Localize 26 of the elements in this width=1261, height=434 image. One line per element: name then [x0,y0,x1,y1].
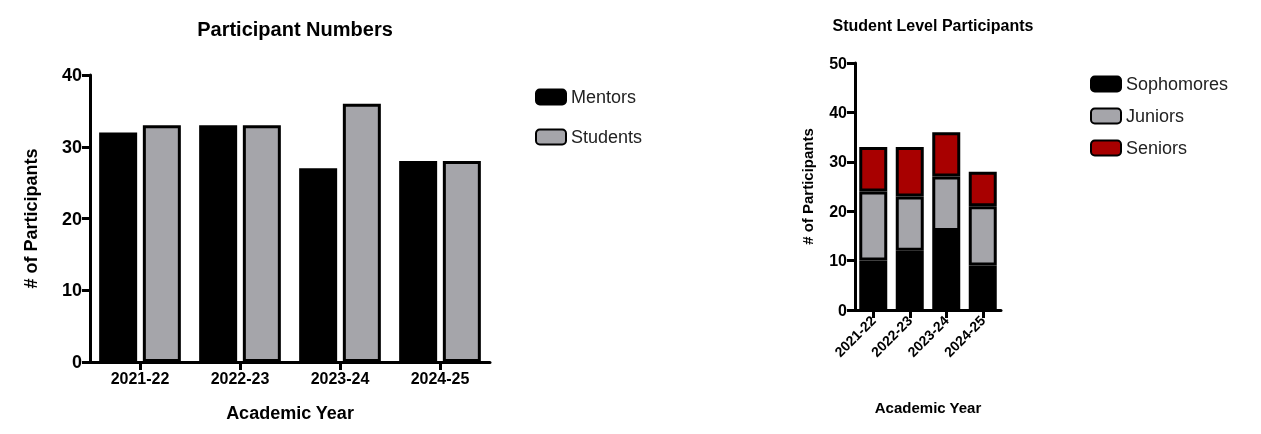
legend-label: Seniors [1126,138,1188,158]
x-tick-label: 2023-24 [310,369,370,387]
y-tick-label: 30 [829,153,848,171]
legend-label: Juniors [1126,106,1185,126]
y-tick-label: 20 [829,202,848,220]
legend-label: Mentors [571,87,637,107]
x-tick-label: 2022-23 [210,369,270,387]
chart-title: Student Level Participants [832,16,1034,34]
y-axis-title: # of Participants [799,128,816,245]
y-tick-label: 50 [829,54,848,72]
y-tick-label: 40 [829,103,848,121]
y-tick-label: 30 [61,136,82,157]
x-axis-title: Academic Year [874,399,982,416]
y-tick-label: 0 [838,301,848,319]
x-tick-label: 2021-22 [110,369,170,387]
y-axis-title: # of Participants [21,148,41,289]
y-tick-label: 10 [829,252,848,270]
legend-label: Students [571,127,643,147]
chart-title: Participant Numbers [197,18,393,40]
x-axis-title: Academic Year [226,403,354,423]
y-tick-label: 20 [61,208,82,229]
y-tick-label: 10 [61,280,82,301]
legend-label: Sophomores [1126,74,1229,94]
x-tick-label: 2024-25 [410,369,470,387]
y-tick-label: 40 [61,65,82,85]
y-tick-label: 0 [71,352,82,372]
